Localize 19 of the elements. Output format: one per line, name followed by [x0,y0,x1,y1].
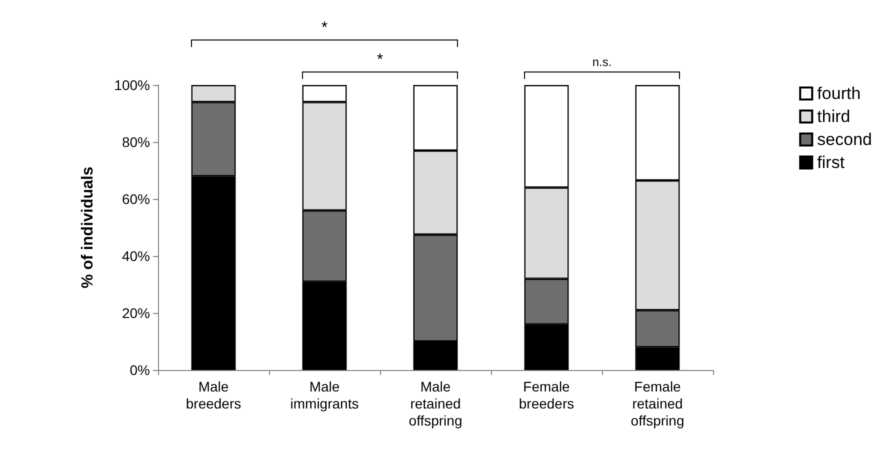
y-tick-label: 40% [122,248,150,264]
y-tick-label: 20% [122,305,150,321]
legend-label: fourth [817,84,861,103]
y-axis-title: % of individuals [80,166,96,288]
x-tick-label: Male immigrants [290,378,359,412]
text: * [376,52,384,68]
legend-label: second [817,130,872,149]
text: * [321,20,328,36]
x-tick-label: Male retained offspring [408,378,462,428]
x-tick-label: Male breeders [186,378,242,412]
y-tick-label: 60% [122,191,150,207]
x-tick-label: Female retained offspring [630,378,684,428]
y-tick-label: 100% [114,77,150,93]
text: n.s. [592,55,612,69]
y-tick-label: 80% [122,134,150,150]
legend-label: first [817,153,845,172]
y-tick-label: 0% [130,362,150,378]
x-tick-label: Female breeders [518,378,574,412]
legend-label: third [817,107,850,126]
